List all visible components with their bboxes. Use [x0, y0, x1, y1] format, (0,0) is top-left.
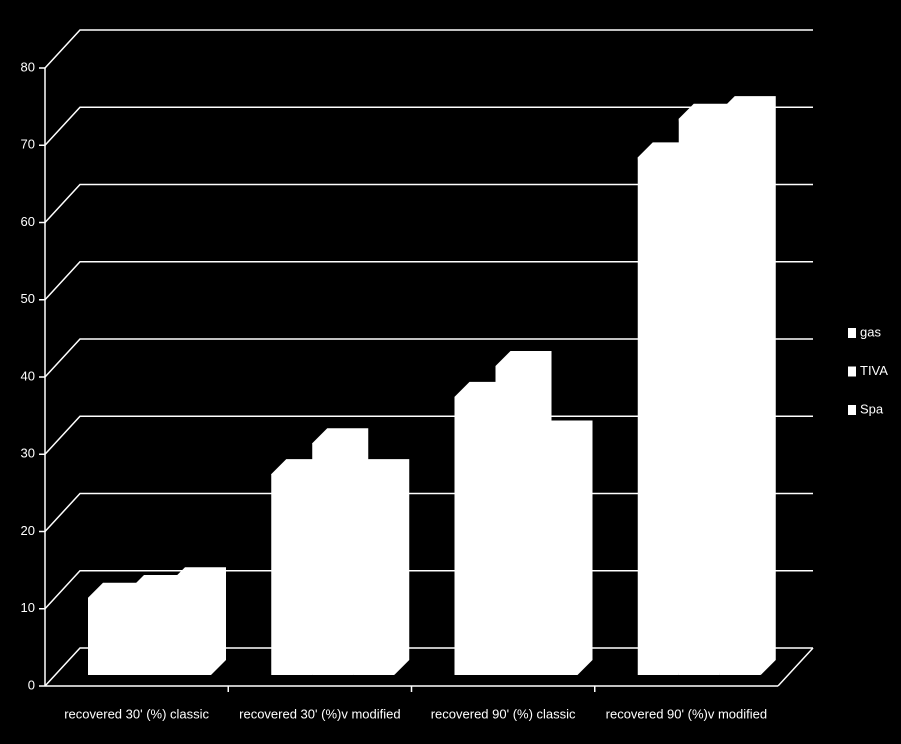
bar [454, 396, 496, 675]
legend-swatch [848, 366, 856, 377]
y-tick-label: 0 [28, 677, 35, 692]
x-tick-label: recovered 30' (%) classic [64, 706, 209, 721]
bar [353, 474, 395, 675]
grid-line [44, 415, 813, 455]
bar [271, 474, 313, 675]
legend-swatch [848, 328, 856, 338]
bar [637, 157, 679, 676]
y-tick-label: 20 [21, 523, 35, 538]
grid-line [44, 29, 813, 69]
y-tick-label: 10 [21, 600, 35, 615]
bar [312, 443, 354, 675]
grid-line [44, 106, 813, 146]
grid-line [44, 261, 813, 301]
legend-label: gas [860, 324, 881, 339]
grid-line [44, 183, 813, 224]
bar [536, 435, 578, 675]
legend-label: TIVA [860, 363, 888, 378]
bar [719, 111, 761, 675]
y-tick-label: 60 [21, 214, 35, 229]
bar [495, 366, 537, 675]
x-tick-label: recovered 90' (%)v modified [606, 706, 767, 721]
x-tick-label: recovered 30' (%)v modified [239, 706, 400, 721]
x-tick-label: recovered 90' (%) classic [431, 706, 576, 721]
y-tick-label: 70 [21, 137, 35, 152]
grid-line [44, 338, 813, 378]
legend-label: Spa [860, 401, 884, 416]
y-tick-label: 40 [21, 368, 35, 383]
bar [88, 597, 129, 675]
y-tick-label: 30 [21, 446, 35, 461]
legend-swatch [848, 405, 856, 415]
y-tick-label: 80 [21, 59, 35, 74]
bar [129, 590, 170, 675]
bar [170, 582, 211, 675]
y-tick-label: 50 [21, 291, 35, 306]
floor-edge [777, 647, 814, 687]
bar [678, 118, 720, 676]
